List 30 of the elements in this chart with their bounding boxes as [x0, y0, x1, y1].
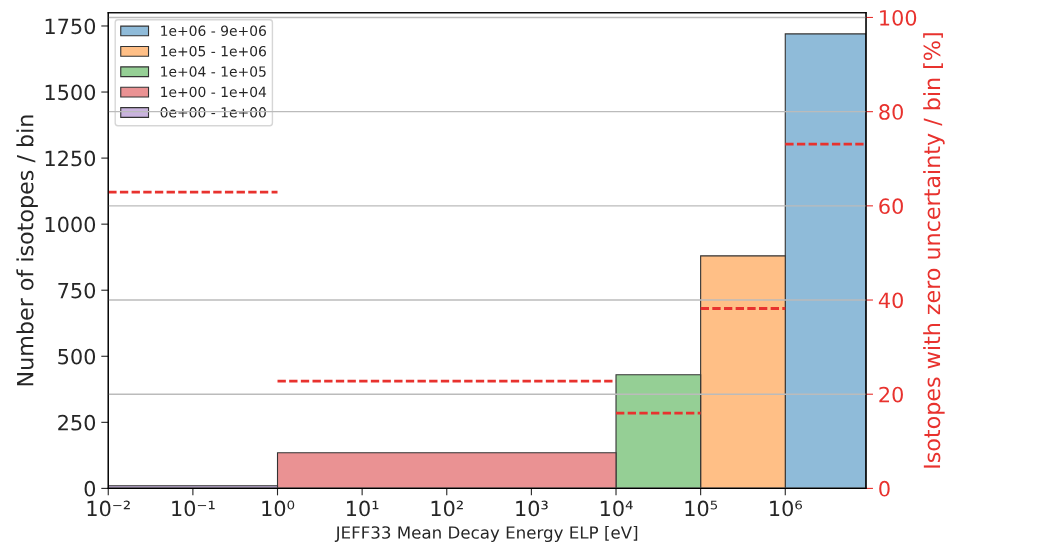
y-tick-label: 0	[84, 480, 96, 497]
legend-label: 1e+00 - 1e+04	[161, 86, 267, 98]
y-tick-label: 750	[58, 282, 96, 299]
x-tick-label: 10⁴	[600, 500, 633, 517]
legend-label: 1e+06 - 9e+06	[161, 25, 266, 37]
x-tick-label: 10²	[431, 500, 463, 517]
y2-tick-label: 40	[878, 292, 903, 309]
x-tick-label: 10³	[516, 500, 548, 517]
y2-tick-label: 60	[879, 198, 903, 215]
legend-label: 1e+05 - 1e+06	[161, 45, 266, 57]
x-tick-label: 10⁰	[262, 500, 295, 517]
y-tick-label: 250	[58, 414, 96, 431]
y2-tick-label: 0	[879, 480, 890, 497]
x-tick-label: 10⁵	[685, 500, 718, 517]
y-axis-title: Number of isotopes / bin	[16, 115, 38, 386]
x-tick-label: 10⁶	[770, 500, 803, 517]
x-axis-title: JEFF33 Mean Decay Energy ELP [eV]	[334, 525, 638, 543]
y2-axis-title: Isotopes with zero uncertainty / bin [%]	[923, 33, 945, 468]
x-tick-label: 10⁻¹	[172, 500, 215, 517]
y2-tick-label: 20	[879, 386, 903, 403]
y-tick-label: 1000	[45, 216, 96, 233]
y-tick-label: 1250	[45, 150, 96, 167]
y-tick-label: 1750	[45, 18, 96, 35]
x-tick-label: 10¹	[346, 500, 379, 517]
y-tick-label: 1500	[45, 84, 96, 101]
y2-tick-label: 100	[880, 9, 917, 26]
x-tick-label: 10⁻²	[87, 500, 130, 517]
y2-tick-label: 80	[879, 104, 903, 120]
y-tick-label: 500	[58, 348, 96, 365]
legend-label: 1e+04 - 1e+05	[161, 66, 266, 77]
